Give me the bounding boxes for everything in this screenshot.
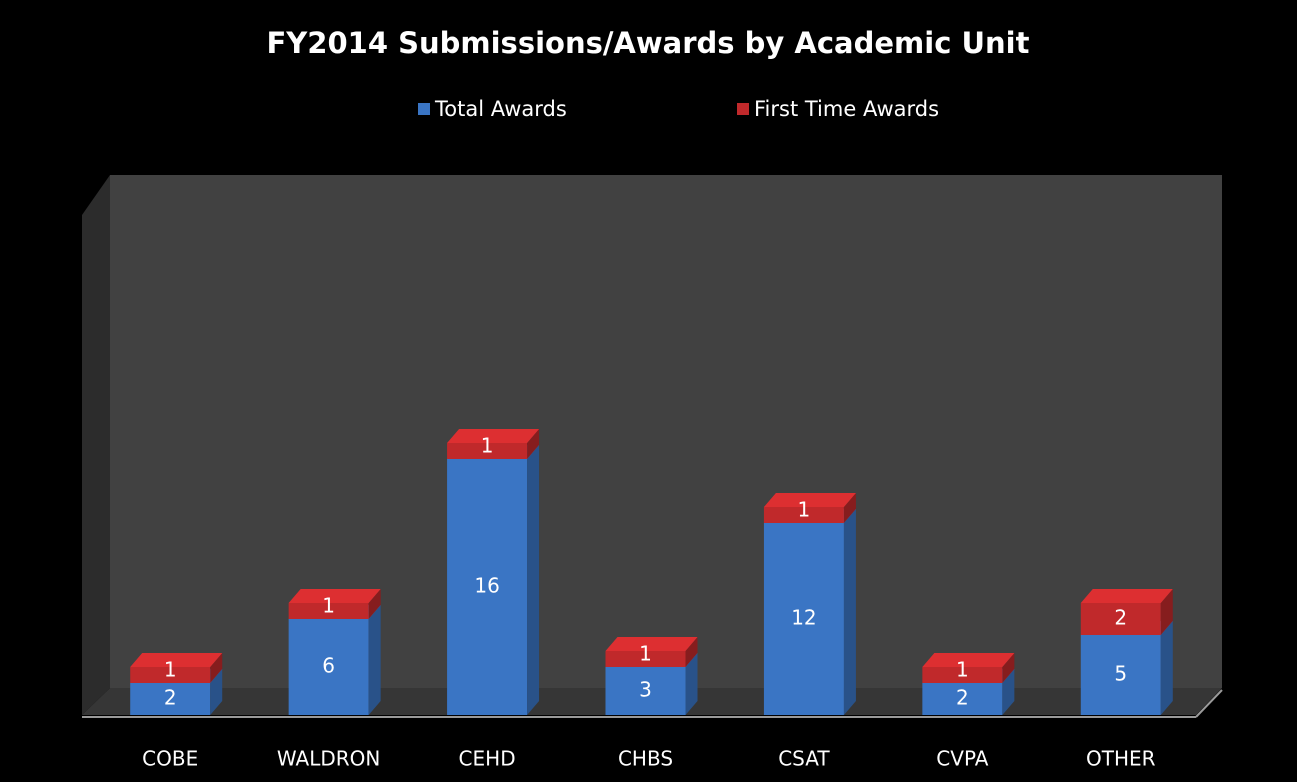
data-label: 1: [639, 642, 652, 666]
data-label: 2: [956, 686, 969, 710]
bar-top: [447, 429, 540, 443]
bar: [447, 459, 528, 715]
data-label: 3: [639, 678, 652, 702]
bar-side: [1160, 621, 1173, 715]
bar: [288, 619, 369, 715]
bar-side: [843, 509, 856, 715]
data-label: 12: [791, 606, 816, 630]
bar: [763, 507, 844, 523]
bar: [130, 667, 211, 683]
data-label: 1: [481, 434, 494, 458]
bar-side: [368, 605, 381, 715]
bar: [1080, 635, 1161, 715]
x-tick-label: CVPA: [936, 747, 988, 771]
data-label: 2: [164, 686, 177, 710]
data-label: 2: [1114, 606, 1127, 630]
bar: [605, 651, 686, 667]
data-label: 1: [956, 658, 969, 682]
data-label: 16: [474, 574, 499, 598]
x-tick-label: CSAT: [778, 747, 830, 771]
bar-side: [210, 653, 223, 683]
x-tick-label: WALDRON: [277, 747, 381, 771]
bar-side: [368, 589, 381, 619]
bar-side: [843, 493, 856, 523]
bar-side: [1002, 653, 1015, 683]
legend-swatch: [418, 103, 430, 115]
bar-side: [685, 653, 698, 715]
legend-label: Total Awards: [434, 97, 567, 121]
floor-edge: [1195, 689, 1223, 718]
bar-top: [922, 653, 1015, 667]
bar-top: [288, 589, 381, 603]
x-tick-label: CEHD: [459, 747, 516, 771]
legend-label: First Time Awards: [754, 97, 939, 121]
legend-swatch: [737, 103, 749, 115]
bar-top: [763, 493, 856, 507]
data-label: 5: [1114, 662, 1127, 686]
data-label: 1: [164, 658, 177, 682]
bar-side: [527, 445, 540, 715]
data-label: 1: [798, 498, 811, 522]
bar: [922, 683, 1003, 715]
x-tick-label: OTHER: [1086, 747, 1156, 771]
bar-side: [1160, 589, 1173, 635]
data-label: 6: [322, 654, 335, 678]
data-label: 1: [322, 594, 335, 618]
back-wall: [110, 175, 1222, 688]
bar: [288, 603, 369, 619]
bar-side: [210, 669, 223, 715]
bar: [922, 667, 1003, 683]
side-wall: [82, 175, 110, 715]
x-tick-label: COBE: [142, 747, 198, 771]
bar-top: [130, 653, 223, 667]
bar: [1080, 603, 1161, 635]
chart-title: FY2014 Submissions/Awards by Academic Un…: [266, 26, 1029, 60]
x-tick-label: CHBS: [618, 747, 673, 771]
bar: [130, 683, 211, 715]
bar-side: [1002, 669, 1015, 715]
bar: [605, 667, 686, 715]
bar-side: [685, 637, 698, 667]
bar-side: [527, 429, 540, 459]
bar: [447, 443, 528, 459]
bar: [763, 523, 844, 715]
bar-top: [605, 637, 698, 651]
bar-top: [1080, 589, 1173, 603]
